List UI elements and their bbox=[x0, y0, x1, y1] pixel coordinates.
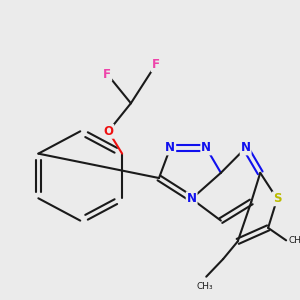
Text: N: N bbox=[201, 141, 211, 154]
Text: N: N bbox=[165, 141, 175, 154]
Text: CH₃: CH₃ bbox=[289, 236, 300, 245]
Text: N: N bbox=[187, 192, 196, 205]
Text: F: F bbox=[103, 68, 111, 81]
Text: S: S bbox=[273, 192, 281, 205]
Text: CH₃: CH₃ bbox=[196, 282, 213, 291]
Text: O: O bbox=[103, 125, 113, 138]
Text: F: F bbox=[152, 58, 160, 71]
Text: N: N bbox=[241, 141, 250, 154]
